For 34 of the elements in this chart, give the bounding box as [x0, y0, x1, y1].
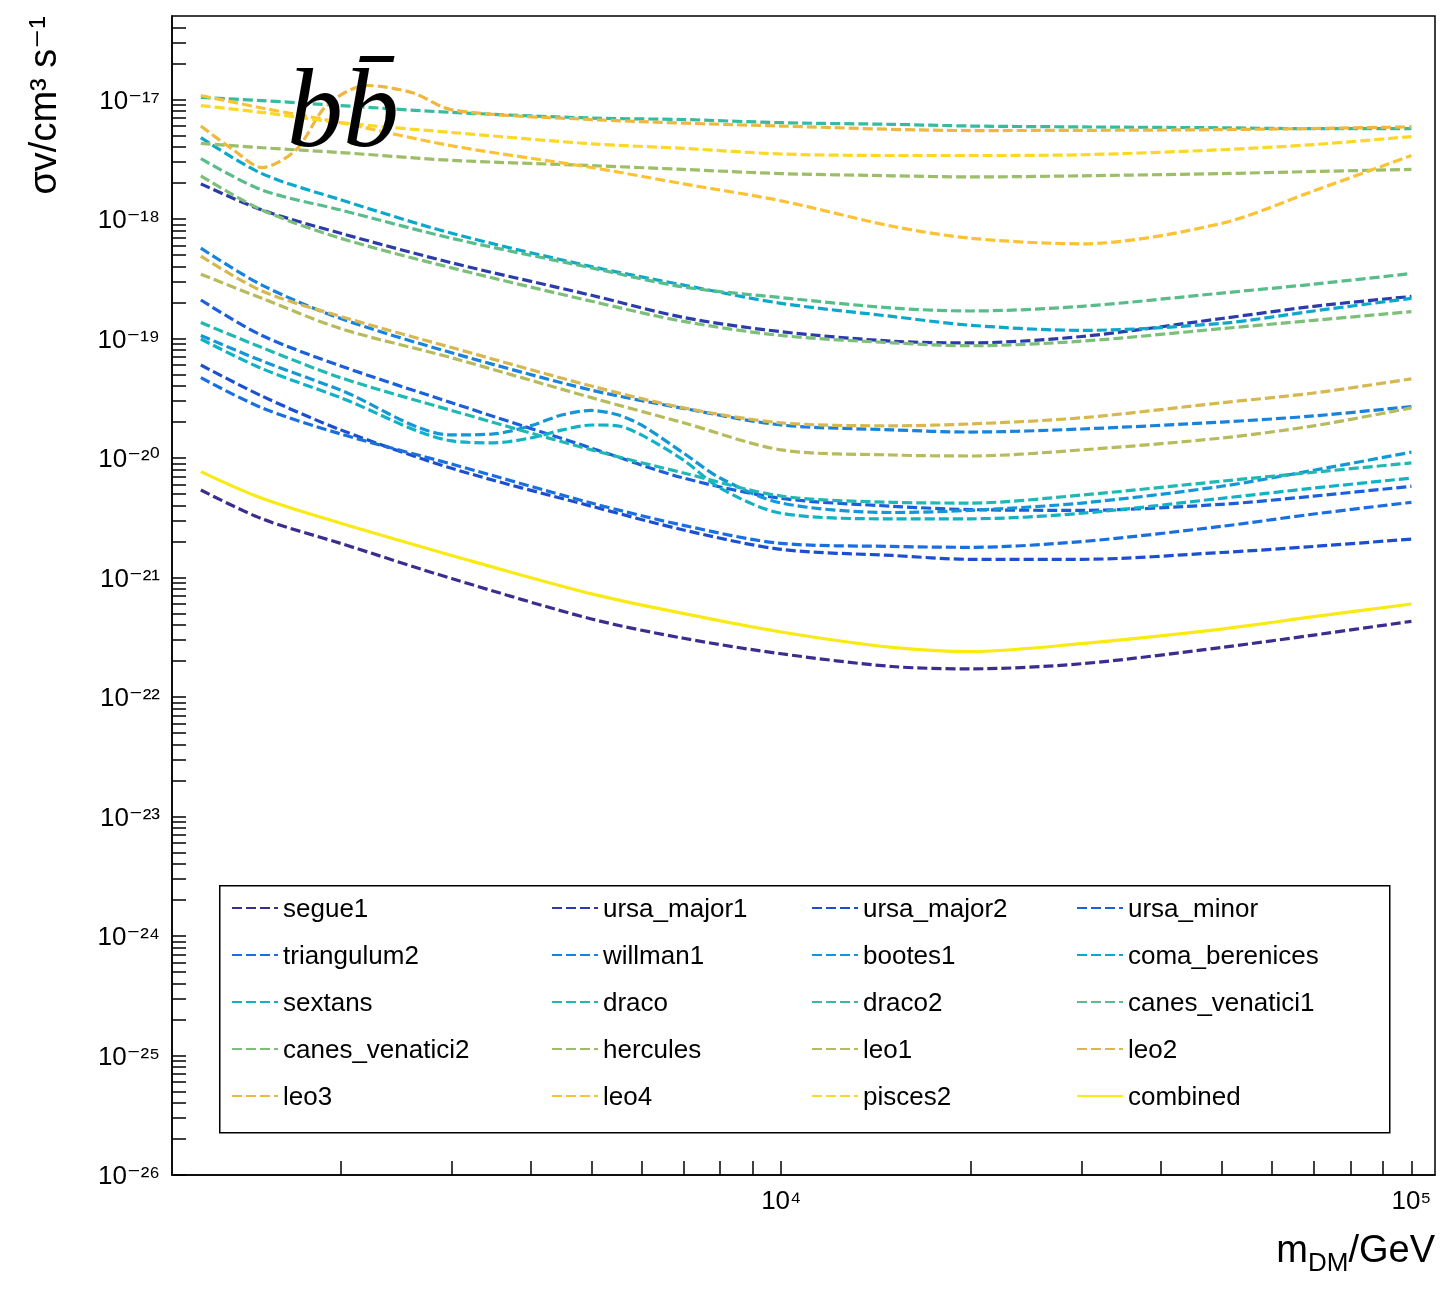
legend-label: willman1: [602, 940, 705, 970]
y-tick-label: 10⁻²³: [100, 801, 161, 832]
legend-label: leo3: [283, 1081, 333, 1111]
y-tick-label: 10⁻²⁴: [97, 921, 160, 952]
legend-label: draco2: [863, 987, 943, 1017]
legend-label: hercules: [603, 1034, 702, 1064]
y-tick-label: 10⁻²²: [100, 682, 161, 713]
legend-label: leo1: [863, 1034, 913, 1064]
legend-label: triangulum2: [283, 940, 419, 970]
y-tick-label: 10⁻²¹: [100, 562, 161, 593]
y-tick-label: 10⁻¹⁹: [97, 323, 160, 354]
legend-label: ursa_major1: [603, 893, 748, 923]
legend-label: canes_venatici1: [1128, 987, 1315, 1017]
x-tick-label: 10⁵: [1391, 1185, 1432, 1215]
legend-label: pisces2: [863, 1081, 952, 1111]
y-tick-label: 10⁻²⁶: [97, 1160, 160, 1190]
y-tick-label: 10⁻¹⁸: [97, 204, 160, 235]
legend-label: leo4: [603, 1081, 653, 1111]
y-axis-title: σv/cm³ s⁻¹: [22, 16, 64, 195]
legend-label: canes_venatici2: [283, 1034, 470, 1064]
legend-label: combined: [1128, 1081, 1241, 1111]
x-tick-label: 10⁴: [761, 1185, 802, 1215]
y-tick-label: 10⁻²⁵: [97, 1040, 160, 1071]
legend-label: coma_berenices: [1128, 940, 1319, 970]
legend-label: sextans: [283, 987, 373, 1017]
legend-label: draco: [603, 987, 669, 1017]
y-tick-label: 10⁻¹⁷: [99, 84, 160, 115]
legend-label: ursa_major2: [863, 893, 1008, 923]
y-tick-label: 10⁻²⁰: [98, 443, 160, 474]
x-axis-title: m$_{DM}$/GeV: [1276, 1228, 1435, 1278]
legend-label: segue1: [283, 893, 369, 923]
legend-label: leo2: [1128, 1034, 1178, 1064]
legend-label: ursa_minor: [1128, 893, 1259, 923]
legend-label: bootes1: [863, 940, 956, 970]
